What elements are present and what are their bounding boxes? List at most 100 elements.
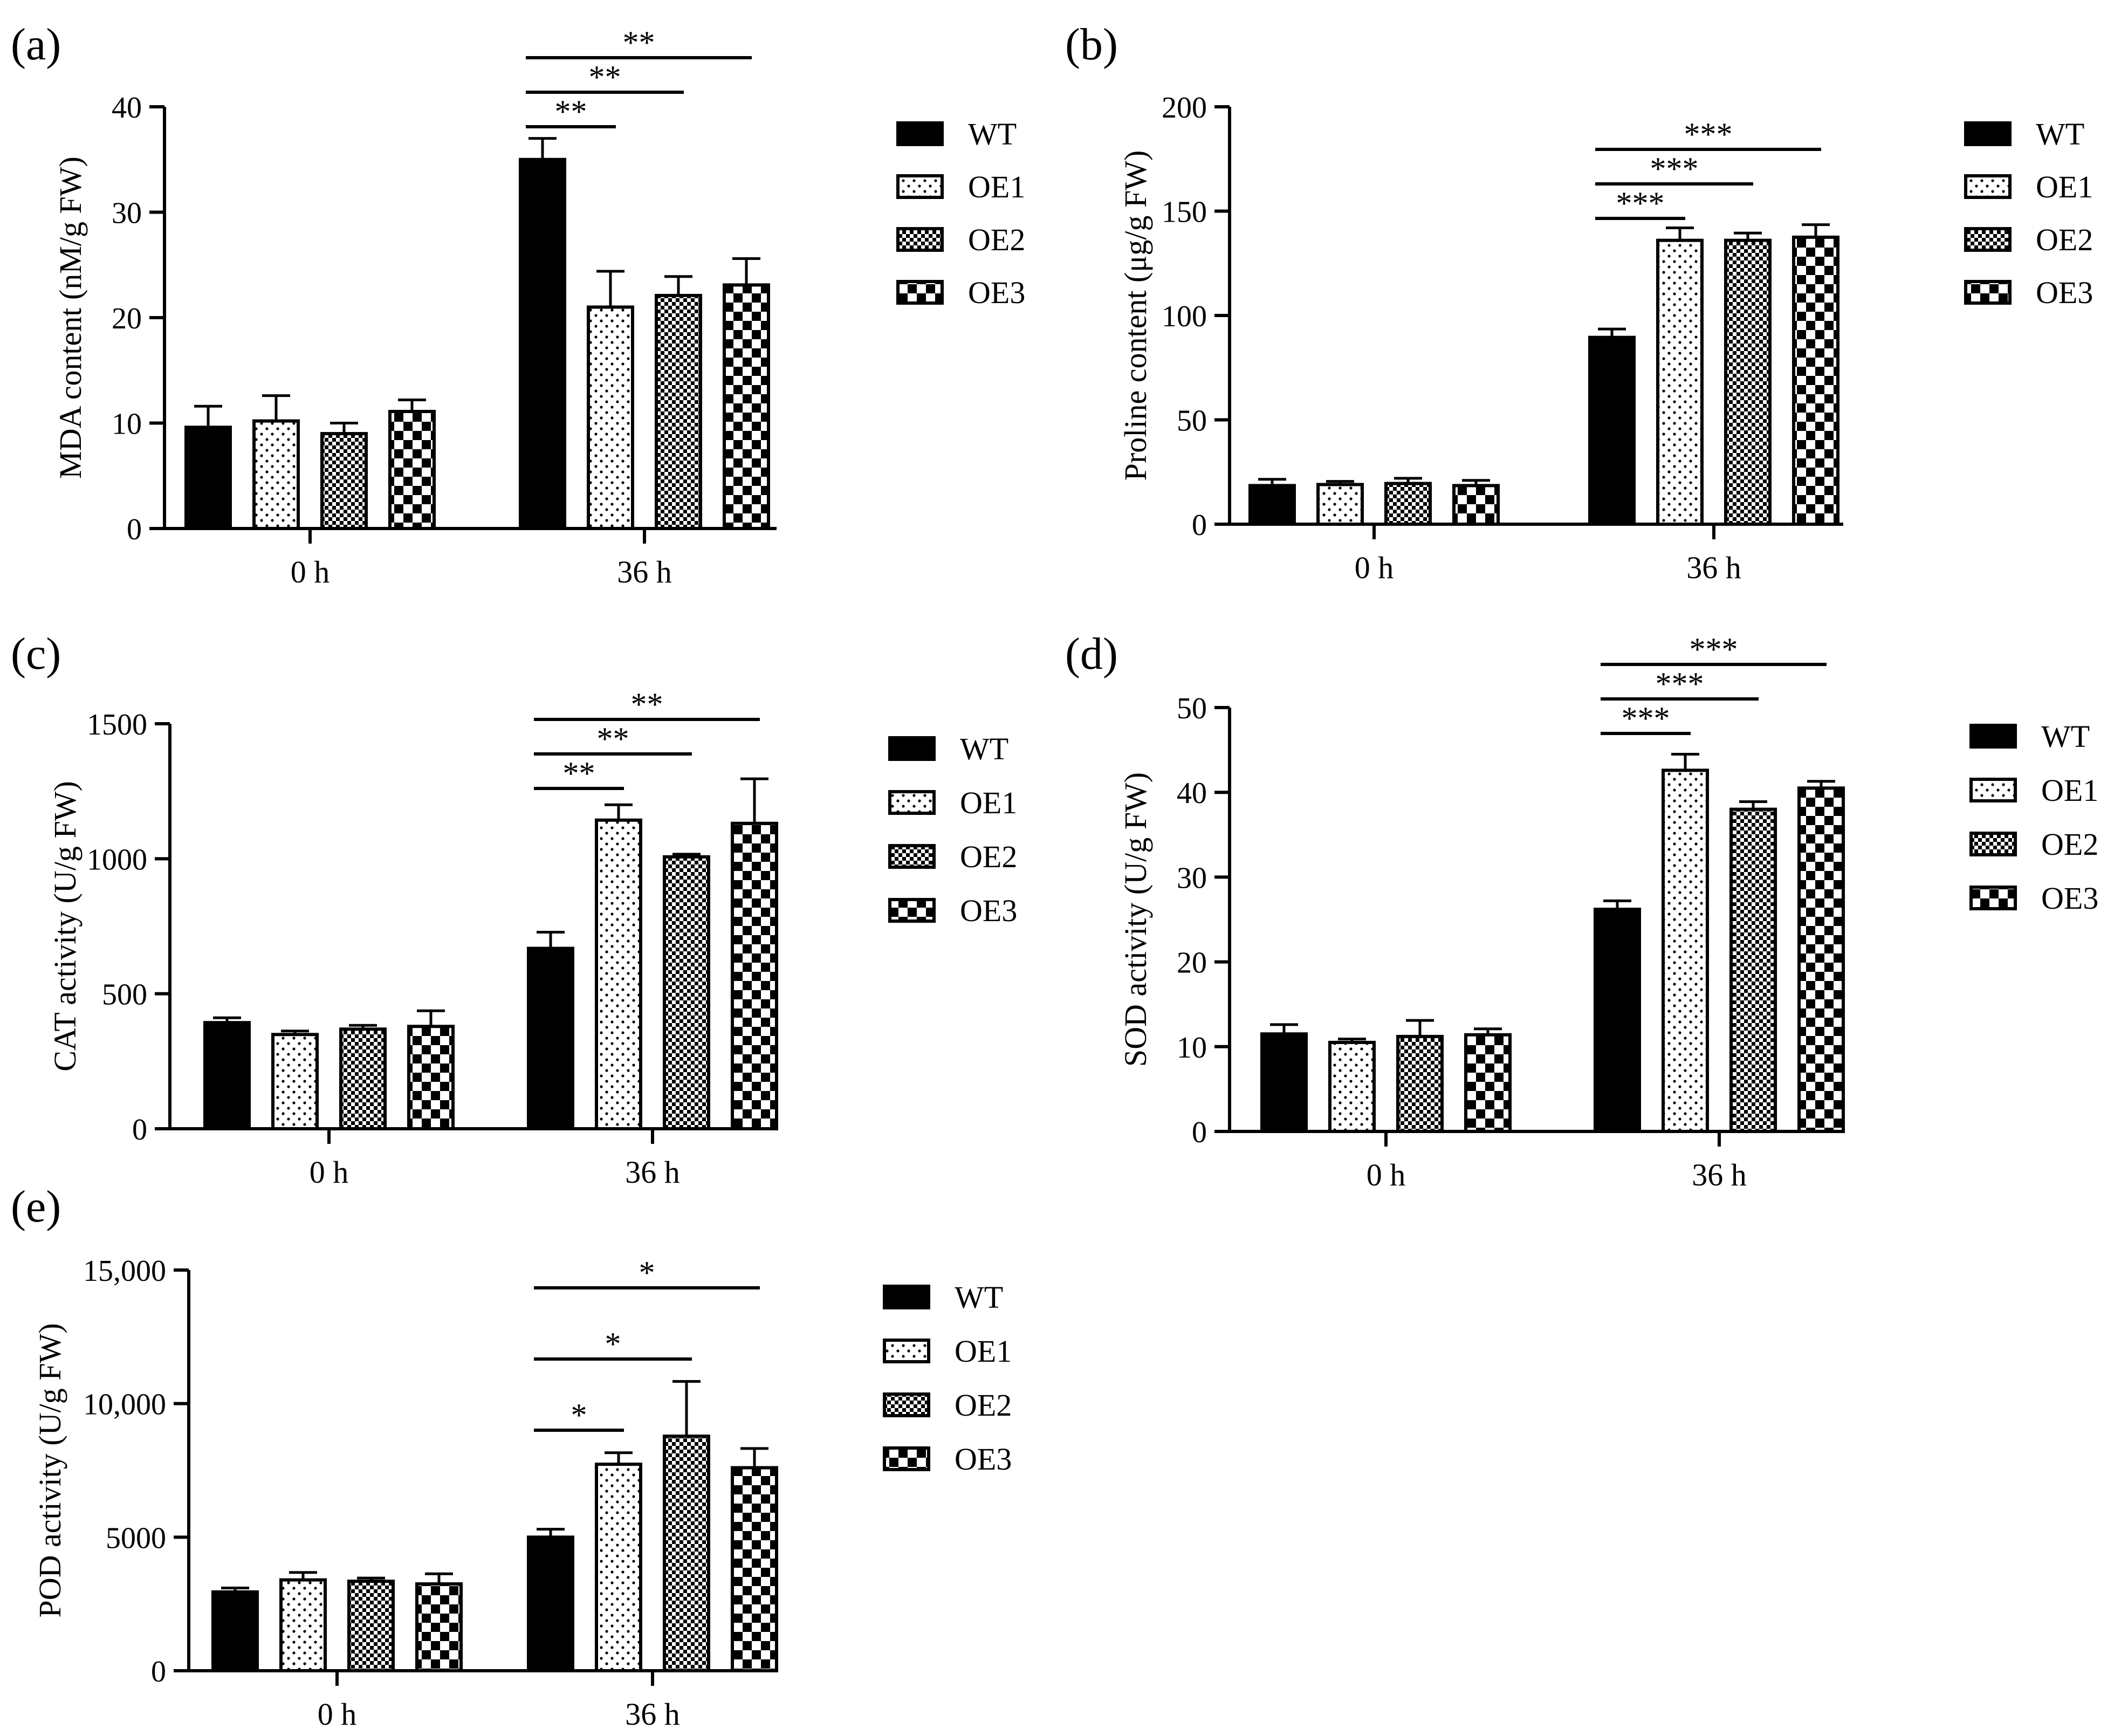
bar-oe1 [1662,768,1709,1133]
bar-oe1 [595,1463,642,1673]
x-tick-label: 36 h [625,1155,680,1190]
significance-label: ** [623,25,655,60]
bar-oe2 [1396,1034,1444,1134]
y-tick-label: 20 [1177,946,1207,980]
x-tick-label: 36 h [617,554,672,589]
legend-label: OE1 [2036,169,2093,204]
x-tick-label: 0 h [310,1155,349,1190]
bar-wt [1248,484,1296,526]
legend-swatch-oe1 [1964,174,2012,199]
y-tick-label: 1000 [87,843,147,876]
bar-oe2 [655,293,702,530]
x-tick-label: 36 h [1686,550,1741,585]
significance-label: *** [1684,116,1733,152]
chart-panel: (a) 0 10 20 30 40 MDA content (nM/g FW) 0 h 36 h… [11,19,1025,589]
bar-wt [203,1021,251,1131]
panels: (a) 0 10 20 30 40 MDA content (nM/g FW) 0 h 36 h… [11,19,2098,1732]
bar-oe2 [1724,238,1772,526]
bar-oe2 [1729,807,1777,1133]
legend-label: OE2 [2041,827,2098,862]
significance-label: * [605,1326,621,1362]
y-tick-label: 50 [1177,404,1207,438]
legend-label: OE3 [968,275,1025,310]
y-tick-label: 50 [1177,692,1207,725]
bar-oe3 [415,1582,463,1672]
bar-oe3 [731,821,778,1130]
x-tick-label: 0 h [318,1697,357,1732]
significance-label: *** [1616,186,1665,221]
significance-label: ** [597,721,629,757]
y-axis-label: CAT activity (U/g FW) [47,781,83,1072]
legend-swatch-wt [896,121,944,146]
legend-swatch-oe2 [1964,227,2012,252]
y-axis-label: MDA content (nM/g FW) [53,156,88,479]
bar-oe2 [339,1027,387,1131]
bar-oe3 [407,1025,455,1130]
bar-oe3 [1464,1033,1512,1133]
legend-label: OE1 [955,1334,1012,1369]
bar-oe1 [279,1578,327,1672]
significance-label: *** [1690,632,1738,667]
significance-label: ** [563,756,595,791]
x-tick-label: 0 h [1367,1157,1406,1192]
bar-oe2 [663,855,710,1130]
legend-label: OE1 [960,785,1017,820]
legend-swatch-oe3 [883,1446,930,1471]
panel-label: (e) [11,1182,61,1232]
y-tick-label: 150 [1162,196,1207,229]
panel-label: (a) [11,19,61,70]
legend-label: OE2 [968,222,1025,257]
bar-oe1 [1328,1040,1376,1133]
legend-swatch-oe2 [888,844,936,869]
bar-oe1 [252,419,300,531]
panel-label: (b) [1065,19,1118,70]
legend-label: OE2 [2036,222,2093,257]
x-tick-label: 0 h [1355,550,1394,585]
significance-label: ** [631,687,663,722]
bar-oe2 [663,1435,710,1673]
significance-label: *** [1656,666,1704,702]
chart-panel: (c) 0 500 1000 1500 CAT activity (U/g FW) 0 h 3… [11,629,1017,1190]
x-tick-label: 36 h [625,1697,680,1732]
legend-swatch-wt [1964,121,2012,146]
legend-label: OE2 [960,839,1017,874]
bar-wt [527,946,574,1131]
y-axis-label: POD activity (U/g FW) [32,1323,67,1617]
y-tick-label: 40 [112,91,142,125]
legend-swatch-wt [888,736,936,761]
legend-swatch-oe1 [883,1339,930,1363]
legend-label: OE1 [2041,773,2098,808]
y-tick-label: 10 [112,408,142,441]
y-tick-label: 200 [1162,91,1207,125]
bar-oe3 [723,283,770,531]
significance-label: *** [1650,151,1699,187]
panel-label: (d) [1065,629,1118,679]
legend-swatch-oe2 [883,1392,930,1417]
bar-wt [527,1535,574,1672]
panel-label: (c) [11,629,61,679]
legend-swatch-oe3 [888,898,936,923]
y-tick-label: 10,000 [83,1388,166,1422]
y-tick-label: 100 [1162,300,1207,333]
legend-label: WT [968,116,1017,152]
legend-swatch-oe1 [896,174,944,199]
bar-wt [1588,335,1636,526]
x-tick-label: 0 h [291,554,330,589]
legend-label: WT [2041,719,2090,754]
legend-label: WT [2036,116,2084,152]
y-tick-label: 0 [1192,509,1207,542]
bar-oe2 [1384,482,1432,526]
bar-oe3 [1792,235,1839,526]
x-tick-label: 36 h [1692,1157,1747,1192]
legend-swatch-wt [1969,724,2017,749]
legend-label: OE3 [2041,881,2098,916]
chart-panel: (d) 0 10 20 30 40 50 SOD activity (U/g FW) 0 h 36… [1065,629,2098,1192]
y-tick-label: 30 [112,197,142,230]
bar-oe1 [587,305,634,530]
legend-label: OE2 [955,1388,1012,1423]
significance-label: ** [555,94,587,129]
y-tick-label: 10 [1177,1031,1207,1065]
legend-label: OE3 [2036,275,2093,310]
bar-wt [519,157,566,530]
